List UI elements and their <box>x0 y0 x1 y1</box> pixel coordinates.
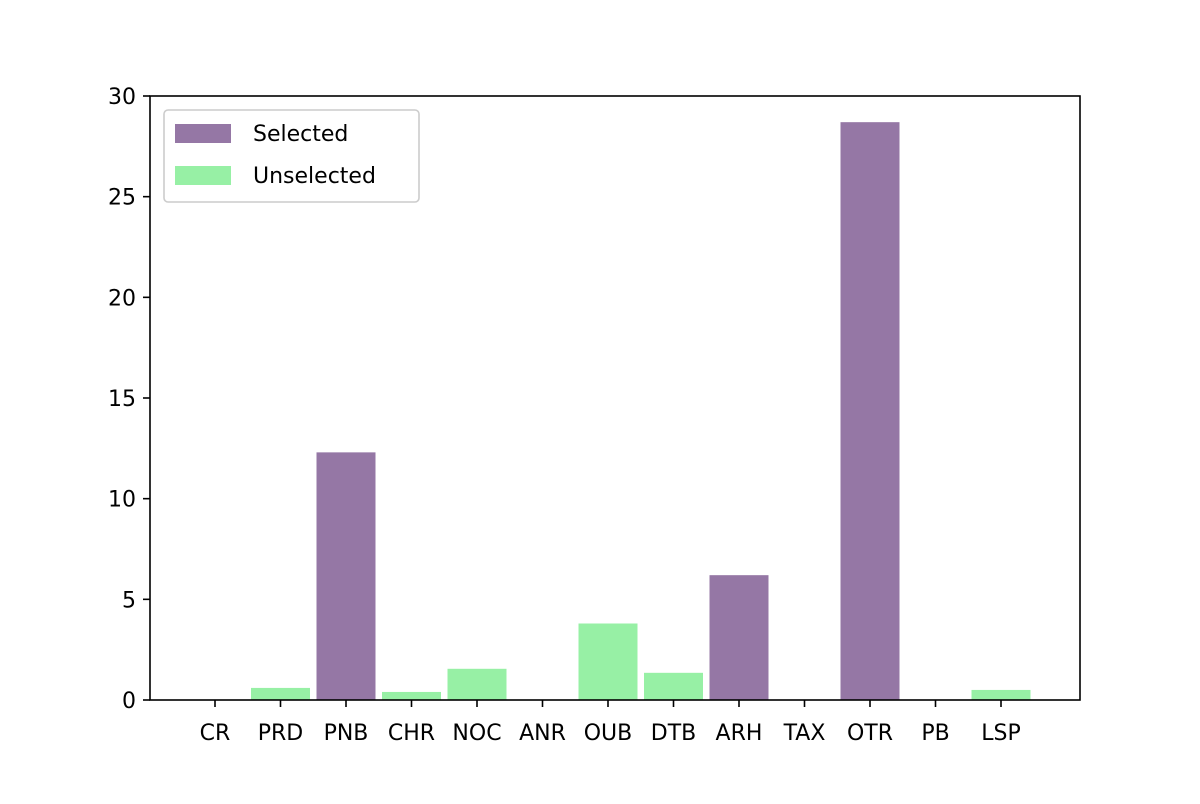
bar-unselected-dtb <box>644 672 703 700</box>
legend-label-unselected: Unselected <box>253 164 376 189</box>
legend-swatch-selected <box>175 124 231 143</box>
y-axis: 0 5 10 15 20 25 30 <box>108 85 150 714</box>
legend-label-selected: Selected <box>253 122 348 147</box>
legend: Selected Unselected <box>163 109 420 203</box>
y-tick-label: 15 <box>108 387 136 412</box>
x-tick-label-oub: OUB <box>584 721 633 746</box>
bar-unselected-oub <box>578 623 638 700</box>
bar-unselected-lsp <box>971 689 1031 700</box>
y-tick-label: 20 <box>108 286 136 311</box>
y-tick-label: 30 <box>108 85 136 110</box>
x-tick-label-otr: OTR <box>847 721 893 746</box>
x-tick-label-dtb: DTB <box>651 721 696 746</box>
bar-selected-arh <box>709 575 769 700</box>
x-tick-label-pnb: PNB <box>324 721 369 746</box>
x-tick-label-arh: ARH <box>716 721 763 746</box>
y-tick-label: 10 <box>108 488 136 513</box>
y-tick-label: 5 <box>122 588 136 613</box>
y-tick-label: 0 <box>122 689 136 714</box>
x-tick-label-noc: NOC <box>452 721 501 746</box>
bar-selected-pnb <box>316 452 376 700</box>
legend-swatch-unselected <box>175 166 231 185</box>
x-tick-label-pb: PB <box>921 721 949 746</box>
bar-unselected-prd <box>251 687 310 700</box>
x-tick-label-lsp: LSP <box>981 721 1021 746</box>
x-tick-label-anr: ANR <box>519 721 566 746</box>
bar-unselected-noc <box>447 668 507 700</box>
y-tick-label: 25 <box>108 186 136 211</box>
x-tick-label-chr: CHR <box>388 721 435 746</box>
bar-selected-otr <box>840 122 900 700</box>
x-tick-label-tax: TAX <box>783 721 826 746</box>
bars-layer <box>251 122 1031 700</box>
bar-unselected-chr <box>382 691 441 700</box>
x-axis: CR PRD PNB CHR NOC ANR OUB DTB ARH TAX OTR PB LSP <box>200 700 1021 746</box>
x-tick-label-prd: PRD <box>258 721 304 746</box>
x-tick-label-cr: CR <box>200 721 231 746</box>
